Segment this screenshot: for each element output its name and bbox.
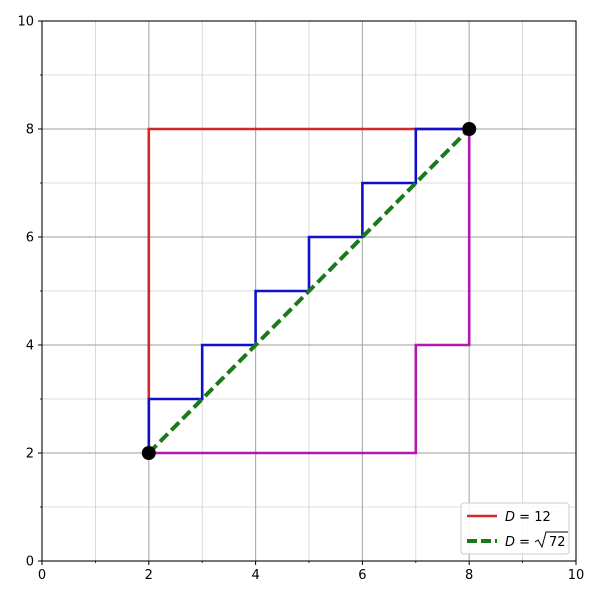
legend: D = 12 D = 72: [460, 502, 570, 555]
legend-label-0: D = 12: [505, 510, 551, 525]
legend-label-1: D =: [505, 535, 530, 550]
x-tick-label: 6: [358, 568, 366, 583]
y-tick-label: 4: [26, 339, 34, 354]
x-tick-label: 8: [465, 568, 473, 583]
legend-value-1: 72: [549, 535, 566, 550]
x-tick-label: 4: [251, 568, 259, 583]
x-tick-label: 0: [38, 568, 46, 583]
legend-sqrt-symbol: [534, 531, 568, 549]
endpoint-marker-1: [462, 122, 477, 136]
y-tick-label: 0: [26, 555, 34, 570]
axis-ticks: 0 2 4 6 8 10 0 2 4 6 8 10: [17, 15, 584, 584]
y-tick-label: 2: [26, 447, 34, 462]
y-tick-label: 6: [26, 231, 34, 246]
series-line-3: [147, 127, 471, 455]
series-line-1: [148, 129, 471, 455]
series-line-0: [147, 127, 470, 453]
x-tick-label: 2: [145, 568, 153, 583]
x-tick-label: 10: [568, 568, 585, 583]
y-tick-label: 10: [17, 15, 34, 30]
endpoint-marker-0: [141, 446, 156, 460]
y-tick-label: 8: [26, 123, 34, 138]
legend-value-0: 12: [534, 510, 551, 525]
series-group: [147, 127, 471, 455]
markers-group: [141, 122, 477, 460]
